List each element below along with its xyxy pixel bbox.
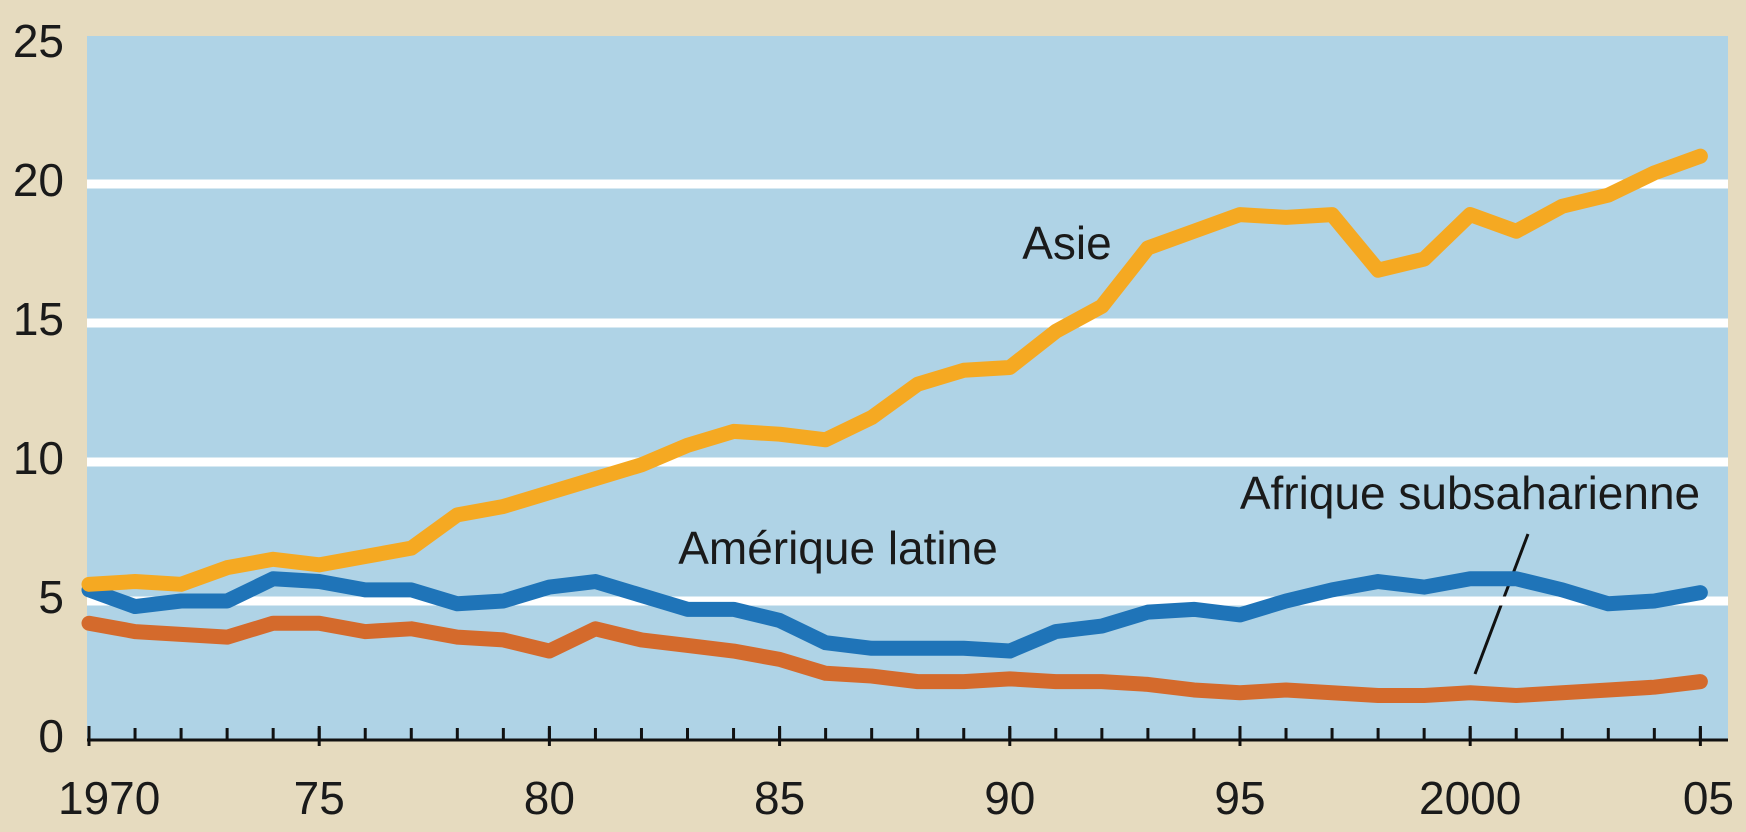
x-tick-label: 90 [984,772,1035,824]
series-line [81,571,1708,659]
x-tick-label: 2000 [1419,772,1521,824]
x-tick-label: 05 [1683,772,1734,824]
y-tick-label: 0 [38,710,64,762]
y-tick-label: 10 [13,432,64,484]
x-tick-label: 75 [294,772,345,824]
x-tick-label: 85 [754,772,805,824]
y-tick-label: 25 [13,15,64,67]
series-label: Amérique latine [678,522,998,574]
y-tick-label: 20 [13,154,64,206]
series-line [81,148,1708,592]
y-tick-label: 15 [13,293,64,345]
x-tick-label: 80 [524,772,575,824]
x-tick-label: 1970 [58,772,160,824]
series-label: Afrique subsaharienne [1240,467,1700,519]
series-label: Asie [1022,217,1111,269]
y-tick-label: 5 [38,571,64,623]
x-tick-label: 95 [1214,772,1265,824]
series-line [81,615,1708,704]
